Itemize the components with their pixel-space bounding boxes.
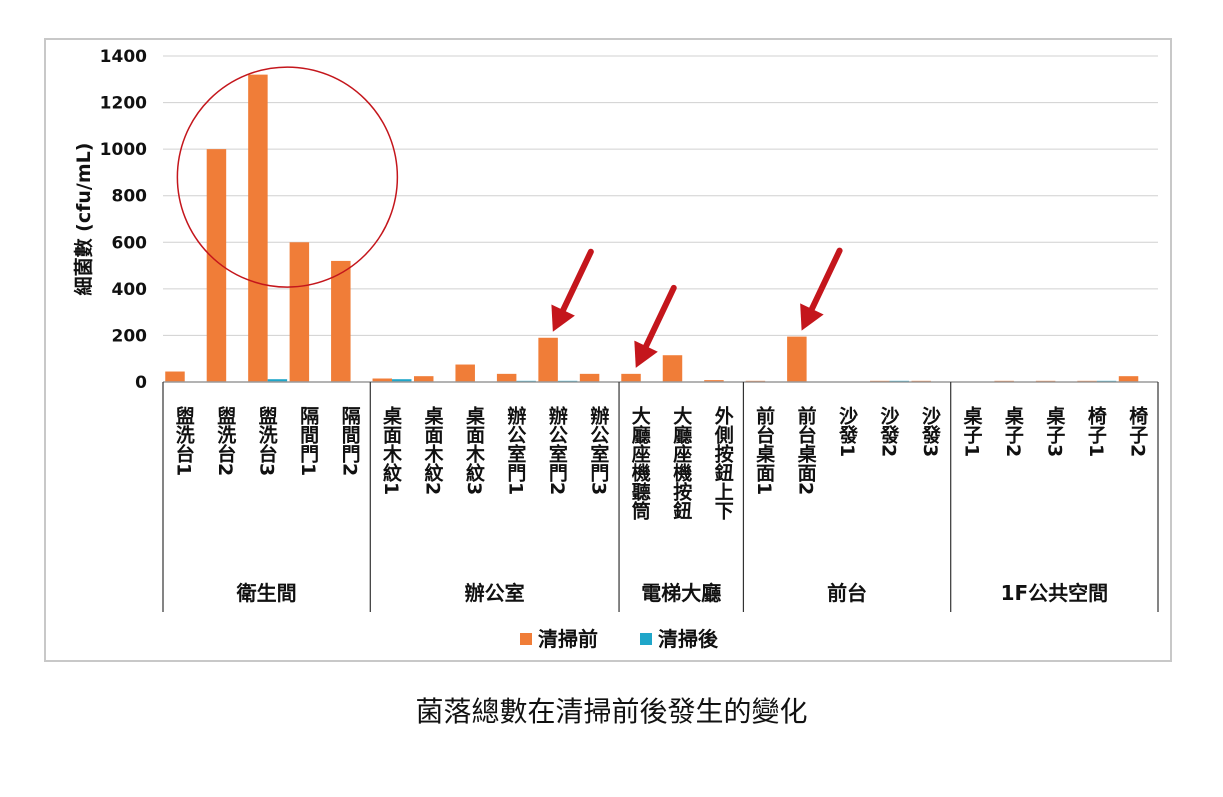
bar-before — [165, 371, 185, 382]
figure-caption: 菌落總數在清掃前後發生的變化 — [415, 695, 808, 728]
category-label: 隔間門1 — [297, 406, 319, 477]
category-label: 椅子1 — [1085, 405, 1107, 458]
bar-chart: 0 200 400 600 800 1000 1200 1400 細菌數 (cfu/mL) 盥洗台… — [72, 47, 1159, 651]
category-label: 前台桌面1 — [753, 405, 775, 496]
y-tick-label: 800 — [112, 187, 148, 207]
category-label: 隔間門2 — [339, 406, 361, 477]
chart-frame: 0 200 400 600 800 1000 1200 1400 細菌數 (cfu/mL) 盥洗台… — [44, 38, 1172, 662]
highlight-circle — [176, 66, 399, 288]
group-label: 辦公室 — [465, 581, 525, 605]
y-tick-label: 1000 — [100, 140, 147, 160]
y-tick-label: 400 — [112, 280, 148, 300]
bar-before — [538, 337, 558, 382]
category-label: 前台桌面2 — [795, 405, 817, 496]
category-label: 沙發1 — [836, 406, 859, 458]
bar-before — [496, 373, 517, 382]
bar-before — [372, 378, 393, 382]
category-label: 桌面木紋1 — [380, 405, 403, 496]
group-label: 前台 — [827, 581, 867, 605]
annotation-arrow-head — [800, 303, 824, 331]
bar-before — [704, 380, 724, 382]
category-label: 盥洗台3 — [256, 405, 278, 477]
category-label: 桌面木紋3 — [463, 405, 486, 496]
category-label: 辦公室門3 — [587, 405, 609, 496]
bar-before — [455, 364, 475, 382]
category-label: 沙發3 — [919, 406, 942, 458]
category-label: 桌子2 — [1002, 405, 1024, 458]
annotation-arrow-shaft — [560, 248, 594, 314]
annotation-arrow-head — [634, 340, 658, 368]
category-label: 辦公室門2 — [546, 405, 568, 496]
bar-before — [1118, 376, 1139, 382]
bar-before — [248, 74, 268, 382]
annotation-arrow-shaft — [808, 247, 843, 312]
bar-before — [787, 336, 807, 382]
category-label: 桌子3 — [1043, 405, 1065, 458]
category-label: 大廳座機按鈕 — [670, 405, 692, 520]
bar-before — [662, 355, 683, 382]
group-label: 1F公共空間 — [1001, 581, 1109, 605]
annotation-arrow-head — [551, 304, 575, 332]
y-tick-label: 600 — [112, 233, 148, 253]
bar-after — [392, 379, 412, 382]
bar-before — [621, 373, 641, 382]
annotation-arrow-shaft — [643, 284, 677, 350]
category-label: 椅子2 — [1126, 405, 1148, 458]
bar-before — [579, 373, 600, 382]
legend-swatch-after — [640, 633, 652, 645]
category-label: 桌面木紋2 — [421, 405, 444, 496]
category-label: 大廳座機聽筒 — [629, 405, 651, 520]
bar-before — [413, 376, 434, 382]
legend-swatch-before — [520, 633, 532, 645]
group-label: 電梯大廳 — [641, 581, 721, 605]
category-label: 辦公室門1 — [504, 405, 526, 496]
y-tick-label: 1400 — [100, 47, 147, 67]
category-label: 盥洗台2 — [214, 405, 236, 477]
legend-label-after: 清掃後 — [658, 627, 719, 651]
category-label: 盥洗台1 — [173, 405, 195, 477]
legend-label-before: 清掃前 — [538, 627, 598, 651]
y-tick-label: 0 — [135, 373, 147, 393]
category-label: 沙發2 — [878, 406, 901, 458]
bar-before — [331, 260, 351, 382]
category-label: 外側按鈕上下 — [712, 405, 735, 521]
y-axis-title: 細菌數 (cfu/mL) — [72, 143, 95, 296]
category-label: 桌子1 — [960, 405, 982, 458]
y-tick-label: 1200 — [100, 94, 147, 114]
bar-before — [289, 242, 310, 382]
group-label: 衛生間 — [236, 581, 297, 605]
y-tick-label: 200 — [112, 326, 148, 346]
bar-before — [206, 149, 227, 382]
bar-after — [267, 379, 288, 382]
